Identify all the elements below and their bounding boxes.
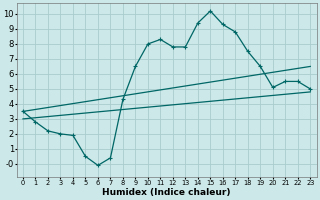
X-axis label: Humidex (Indice chaleur): Humidex (Indice chaleur) — [102, 188, 231, 197]
